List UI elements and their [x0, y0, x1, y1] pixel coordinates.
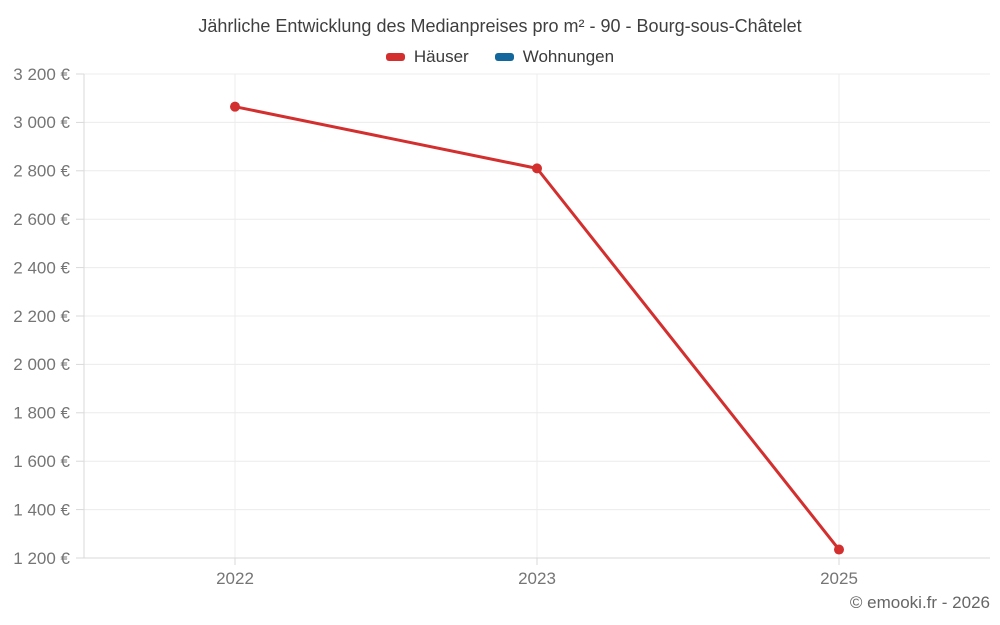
gridlines [84, 73, 990, 559]
legend-label-wohnungen: Wohnungen [522, 47, 615, 66]
y-tick-label: 2 600 € [13, 210, 70, 229]
x-tick-label-2025: 2025 [820, 569, 858, 588]
y-tick-label: 2 400 € [13, 258, 70, 277]
legend-item-wohnungen[interactable]: Wohnungen [494, 47, 615, 67]
x-tick-label-2022: 2022 [216, 569, 254, 588]
axis-labels: 3 200 € 3 000 € 2 800 € 2 600 € 2 400 € 2 200… [13, 65, 858, 588]
data-point-h-user-2022[interactable] [230, 101, 240, 112]
legend-swatch-haeuser-icon [385, 53, 405, 61]
axes [76, 73, 990, 565]
x-tick-label-2023: 2023 [518, 569, 556, 588]
y-tick-label: 2 000 € [13, 355, 70, 374]
legend-label-haeuser: Häuser [413, 47, 469, 66]
y-tick-label: 1 600 € [13, 452, 70, 471]
legend-swatch-wohnungen-icon [494, 53, 514, 61]
y-tick-label: 1 800 € [13, 404, 70, 423]
copyright-attribution: © emooki.fr - 2026 [849, 593, 990, 612]
legend-item-haeuser[interactable]: Häuser [385, 47, 469, 67]
y-tick-label: 1 200 € [13, 549, 70, 568]
data-point-h-user-2025[interactable] [834, 544, 844, 555]
chart-title: Jährliche Entwicklung des Medianpreises … [198, 16, 802, 36]
data-point-h-user-2023[interactable] [532, 163, 542, 174]
chart-legend: Häuser Wohnungen [0, 47, 1000, 67]
y-tick-label: 2 200 € [13, 307, 70, 326]
y-tick-label: 1 400 € [13, 500, 70, 519]
series [230, 101, 844, 555]
y-tick-label: 3 000 € [13, 113, 70, 132]
y-tick-label: 3 200 € [13, 65, 70, 84]
y-tick-label: 2 800 € [13, 162, 70, 181]
